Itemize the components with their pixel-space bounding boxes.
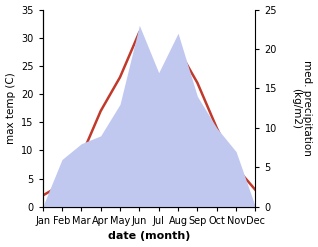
X-axis label: date (month): date (month) bbox=[108, 231, 190, 242]
Y-axis label: max temp (C): max temp (C) bbox=[5, 72, 16, 144]
Y-axis label: med. precipitation
(kg/m2): med. precipitation (kg/m2) bbox=[291, 60, 313, 156]
